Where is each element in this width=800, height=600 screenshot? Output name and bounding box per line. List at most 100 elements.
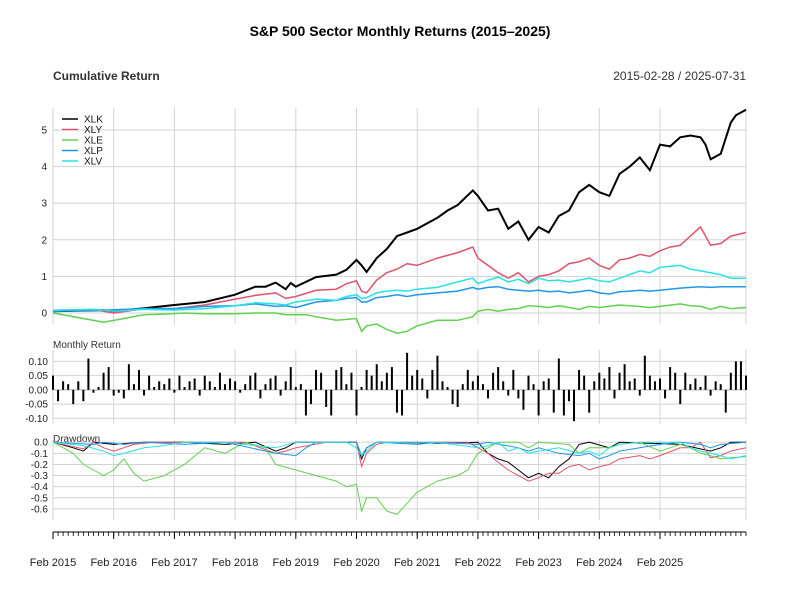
monthly-return-bar — [436, 355, 439, 390]
monthly-return-bar — [608, 367, 611, 390]
monthly-return-bar — [578, 369, 581, 390]
monthly-return-bar — [537, 389, 540, 416]
monthly-return-bar — [345, 384, 348, 390]
x-tick-label: Feb 2024 — [576, 557, 622, 569]
drawdown-line-xle — [52, 441, 747, 515]
monthly-return-bar — [532, 384, 535, 390]
monthly-return-bar — [87, 358, 90, 390]
monthly-return-bar — [401, 389, 404, 416]
series-line-xle — [52, 303, 747, 334]
monthly-return-bar — [487, 389, 490, 399]
monthly-return-bar — [588, 389, 591, 413]
monthly-return-bar — [309, 389, 312, 405]
monthly-return-bar — [745, 375, 747, 390]
monthly-return-bar — [375, 364, 378, 390]
monthly-return-bar — [122, 389, 125, 399]
monthly-return-bar — [269, 378, 272, 390]
monthly-return-bar — [259, 389, 262, 399]
monthly-return-bar — [694, 378, 697, 390]
monthly-return-bar — [249, 375, 252, 390]
y-tick-label-dd: 0.0 — [34, 438, 48, 449]
x-tick-label: Feb 2018 — [212, 557, 258, 569]
monthly-return-bar — [441, 381, 444, 390]
monthly-return-bar — [77, 381, 80, 390]
legend-label-xlv: XLV — [84, 157, 102, 168]
y-tick-label-cum: 5 — [41, 125, 47, 136]
monthly-return-bar — [451, 389, 454, 405]
drawdown-line-xly — [52, 441, 747, 482]
series-line-xlk — [52, 108, 747, 313]
monthly-return-bar — [739, 361, 742, 390]
monthly-return-bar — [325, 389, 328, 407]
monthly-return-bar — [153, 387, 156, 390]
monthly-return-bar — [143, 389, 146, 396]
x-tick-label: Feb 2019 — [273, 557, 319, 569]
monthly-return-bar — [203, 375, 206, 390]
monthly-return-bar — [421, 378, 424, 390]
series-line-xlv — [52, 264, 746, 312]
monthly-return-bar — [239, 389, 242, 393]
monthly-return-bar — [669, 367, 672, 390]
monthly-return-bar — [264, 384, 267, 390]
monthly-return-bar — [689, 384, 692, 390]
monthly-return-bar — [461, 384, 464, 390]
monthly-return-bar — [674, 372, 677, 390]
monthly-return-bar — [395, 389, 398, 413]
monthly-return-bar — [562, 389, 565, 416]
monthly-return-bar — [385, 372, 388, 390]
monthly-return-bar — [132, 384, 135, 390]
monthly-return-bar — [573, 389, 576, 422]
x-tick-label: Feb 2022 — [455, 557, 501, 569]
drawdown-line-xlv — [52, 441, 747, 460]
monthly-return-bar — [623, 364, 626, 390]
monthly-return-bar — [507, 389, 510, 396]
panel-title-drawdown: Drawdown — [53, 434, 100, 445]
monthly-return-bar — [653, 381, 656, 390]
monthly-return-bar — [102, 372, 105, 390]
x-tick-label: Feb 2023 — [515, 557, 561, 569]
bars-layer — [52, 352, 747, 422]
y-tick-label-dd: -0.3 — [31, 471, 49, 482]
monthly-return-bar — [466, 369, 469, 390]
x-tick-label: Feb 2020 — [333, 557, 379, 569]
monthly-return-bar — [330, 389, 333, 416]
monthly-return-bar — [406, 352, 409, 390]
monthly-return-bar — [82, 389, 85, 402]
monthly-return-bar — [67, 384, 70, 390]
monthly-return-bar — [370, 375, 373, 390]
monthly-return-bar — [335, 369, 338, 390]
monthly-return-bar — [62, 381, 65, 390]
monthly-return-bar — [476, 375, 479, 390]
monthly-return-bar — [557, 358, 560, 390]
monthly-return-bar — [699, 387, 702, 390]
y-tick-label-cum: 2 — [41, 235, 47, 246]
series-line-xlp — [52, 285, 746, 312]
monthly-return-bar — [633, 378, 636, 390]
monthly-return-bar — [522, 389, 525, 410]
panel-title-monthly: Monthly Return — [53, 340, 121, 351]
y-tick-label-mon: 0.10 — [29, 357, 49, 368]
y-tick-label-dd: -0.1 — [31, 449, 49, 460]
monthly-return-bar — [274, 375, 277, 390]
monthly-return-bar — [107, 367, 110, 390]
y-tick-label-cum: 4 — [41, 162, 47, 173]
legend-label-xly: XLY — [84, 125, 102, 136]
y-tick-label-cum: 3 — [41, 199, 47, 210]
monthly-return-bar — [168, 378, 171, 390]
monthly-return-bar — [598, 372, 601, 390]
monthly-return-bar — [497, 367, 500, 390]
y-tick-label-mon: 0.05 — [29, 371, 49, 382]
monthly-return-bar — [527, 375, 530, 390]
monthly-return-bar — [659, 378, 662, 390]
legend-label-xlp: XLP — [84, 146, 103, 157]
monthly-return-bar — [492, 372, 495, 390]
y-tick-label-dd: -0.2 — [31, 460, 49, 471]
y-tick-label-mon: -0.10 — [25, 414, 48, 425]
monthly-return-bar — [638, 389, 641, 396]
y-tick-label-cum: 0 — [41, 309, 47, 320]
monthly-return-bar — [481, 384, 484, 390]
monthly-return-bar — [380, 381, 383, 390]
monthly-return-bar — [552, 389, 555, 413]
